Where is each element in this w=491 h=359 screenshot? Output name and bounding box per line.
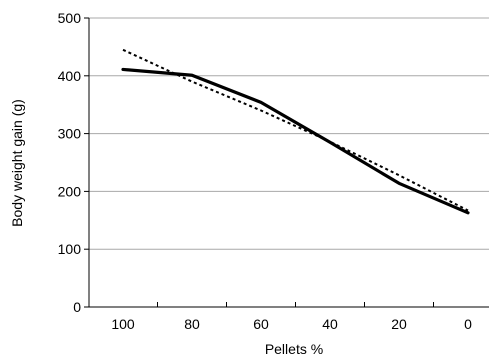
x-tick-label: 40 [322, 316, 338, 332]
x-tick-label: 100 [111, 316, 135, 332]
y-axis-label: Body weight gain (g) [9, 99, 25, 227]
x-tick-label: 0 [464, 316, 472, 332]
y-tick-label: 100 [58, 241, 82, 257]
x-axis-label: Pellets % [265, 341, 323, 357]
y-tick-label: 200 [58, 183, 82, 199]
x-tick-label: 60 [253, 316, 269, 332]
solid-series-line [121, 67, 470, 215]
y-tick-label: 300 [58, 126, 82, 142]
axes [88, 18, 489, 308]
series-layer [121, 48, 470, 215]
gridlines [89, 17, 489, 250]
x-tick-label: 80 [184, 316, 200, 332]
y-tick-label: 400 [58, 68, 82, 84]
x-axis-ticks: 100 80 60 40 20 0 [111, 302, 472, 332]
x-tick-label: 20 [391, 316, 407, 332]
y-tick-label: 500 [58, 10, 82, 26]
y-tick-label: 0 [73, 299, 81, 315]
dotted-series-line [122, 48, 469, 212]
y-axis-ticks: 0 100 200 300 400 500 [58, 10, 89, 315]
